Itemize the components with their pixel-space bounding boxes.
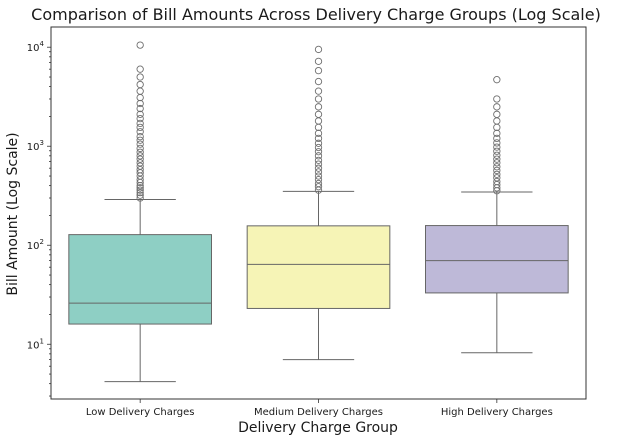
outlier-point <box>314 110 323 118</box>
outlier-point <box>314 143 323 152</box>
outlier-point <box>136 99 144 108</box>
outlier-point <box>136 132 144 141</box>
outlier-point <box>493 123 501 132</box>
outlier-point <box>136 148 144 156</box>
outlier-point <box>493 147 501 155</box>
outlier-point <box>493 76 501 84</box>
outlier-point <box>314 134 323 143</box>
outlier-point <box>493 159 501 167</box>
outlier-point <box>136 93 144 102</box>
outlier-point <box>314 57 323 65</box>
y-axis: 101 102 103 104 <box>27 40 51 397</box>
outlier-point <box>314 164 323 172</box>
box-group <box>246 45 391 361</box>
iqr-box <box>425 225 569 294</box>
outlier-point <box>493 110 501 118</box>
iqr-box <box>246 225 391 309</box>
outlier-point <box>314 148 323 156</box>
iqr-box <box>68 234 213 325</box>
outlier-point <box>493 166 501 175</box>
outlier-point <box>493 177 501 186</box>
x-axis-title: Delivery Charge Group <box>238 420 398 436</box>
outlier-point <box>136 188 144 197</box>
outlier-point <box>493 117 501 125</box>
y-tick-label: 104 <box>27 40 45 54</box>
chart-title: Comparison of Bill Amounts Across Delive… <box>31 5 601 24</box>
box-group <box>425 76 569 354</box>
outlier-point <box>136 41 144 49</box>
outlier-point <box>493 170 501 178</box>
outlier-point <box>314 129 323 137</box>
box-group <box>68 41 213 383</box>
outlier-point <box>493 103 501 111</box>
outlier-point <box>314 183 323 191</box>
outlier-point <box>136 87 144 95</box>
x-tick-label: Low Delivery Charges <box>86 407 195 418</box>
outlier-point <box>136 119 144 128</box>
outlier-point <box>136 140 144 148</box>
plot-area <box>68 41 569 383</box>
outlier-point <box>314 45 323 54</box>
y-tick-label: 103 <box>27 139 44 153</box>
outlier-point <box>136 114 144 123</box>
x-tick-label: High Delivery Charges <box>441 407 553 418</box>
outlier-point <box>136 162 144 170</box>
outlier-point <box>314 168 323 176</box>
outlier-point <box>314 179 323 188</box>
outlier-point <box>314 87 323 95</box>
outlier-point <box>493 174 501 182</box>
outlier-point <box>314 139 323 147</box>
outlier-point <box>136 73 144 81</box>
outlier-point <box>493 143 501 151</box>
outlier-point <box>493 151 501 159</box>
outlier-point <box>136 175 144 184</box>
outlier-point <box>314 152 323 160</box>
outlier-point <box>314 156 323 165</box>
outlier-point <box>314 77 323 86</box>
outlier-point <box>314 103 323 111</box>
outlier-point <box>136 159 144 167</box>
outlier-point <box>136 128 144 136</box>
outlier-point <box>136 80 144 89</box>
x-tick-label: Medium Delivery Charges <box>254 407 383 418</box>
outlier-point <box>136 191 144 199</box>
outlier-point <box>136 144 144 153</box>
outlier-point <box>136 110 144 118</box>
outlier-point <box>136 194 144 202</box>
outlier-point <box>136 123 144 132</box>
outlier-point <box>493 139 501 147</box>
outlier-point <box>136 155 144 163</box>
outlier-point <box>493 155 501 163</box>
outlier-point <box>493 129 501 137</box>
outlier-point <box>314 160 323 168</box>
outlier-point <box>314 66 323 75</box>
outlier-point <box>136 186 144 194</box>
outlier-point <box>314 117 323 125</box>
outlier-point <box>136 104 144 113</box>
outlier-point <box>314 172 323 180</box>
x-axis: Low Delivery Charges Medium Delivery Char… <box>86 399 553 418</box>
outlier-point <box>314 123 323 132</box>
outlier-point <box>314 175 323 184</box>
outlier-point <box>136 65 144 73</box>
outlier-point <box>493 95 501 103</box>
outlier-point <box>493 163 501 171</box>
y-axis-title: Bill Amount (Log Scale) <box>5 132 21 295</box>
y-tick-label: 101 <box>27 337 44 351</box>
outlier-point <box>136 152 144 160</box>
outlier-point <box>136 184 144 192</box>
outlier-point <box>314 95 323 103</box>
outlier-point <box>493 134 501 143</box>
y-tick-label: 102 <box>27 238 44 252</box>
outlier-point <box>136 136 144 144</box>
